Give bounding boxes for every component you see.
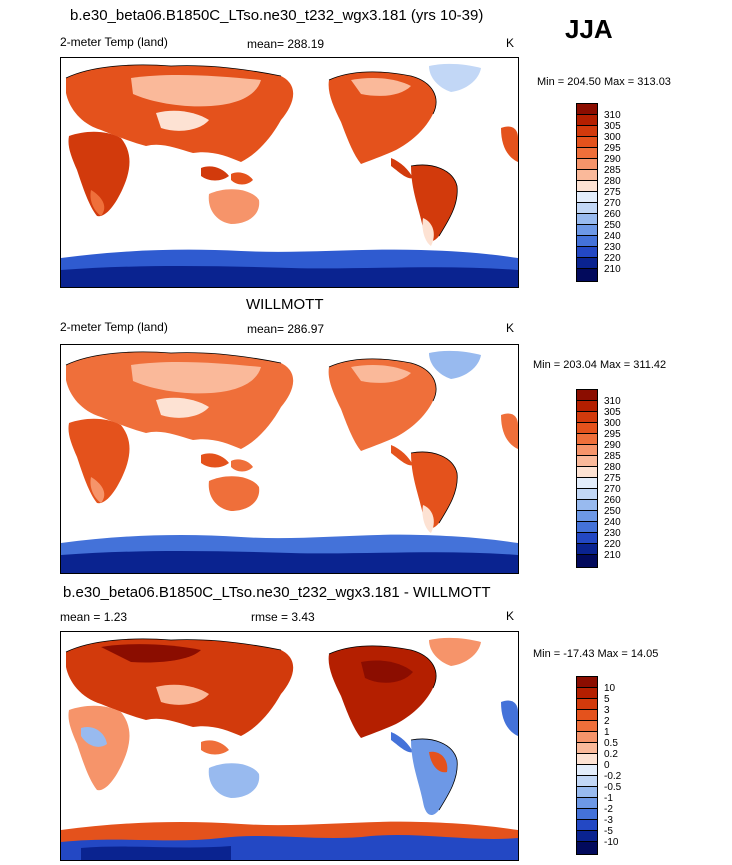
colorbar-3-tick: -5: [604, 826, 613, 837]
colorbar-1-tick: 305: [604, 121, 621, 132]
colorbar-3-tick: 0.5: [604, 738, 618, 749]
panel-3-colorbar: 10 5 3 2 1 0.5 0.2 0 -0.2 -0.5 -1 -2 -3 …: [576, 676, 621, 855]
colorbar-3-tick: 5: [604, 694, 610, 705]
panel-1-unit-label: K: [506, 36, 515, 50]
panel-2-unit-label: K: [506, 321, 515, 335]
colorbar-2-tick: 310: [604, 396, 621, 407]
colorbar-3-tick: -3: [604, 815, 613, 826]
colorbar-2-tick: 305: [604, 407, 621, 418]
colorbar-1-tick: 300: [604, 132, 621, 143]
colorbar-3-tick: 10: [604, 683, 616, 694]
colorbar-2-tick: 300: [604, 418, 621, 429]
panel-2-minmax-label: Min = 203.04 Max = 311.42: [533, 359, 667, 371]
colorbar-1-tick: 275: [604, 187, 621, 198]
panel-3-title: b.e30_beta06.B1850C_LTso.ne30_t232_wgx3.…: [63, 584, 491, 601]
colorbar-1-tick: 240: [604, 231, 621, 242]
colorbar-2-tick: 250: [604, 506, 621, 517]
colorbar-2-tick: 240: [604, 517, 621, 528]
panel-3-mean-label: mean = 1.23: [60, 610, 128, 624]
colorbar-3-tick: 0: [604, 760, 610, 771]
panel-2-title: WILLMOTT: [246, 296, 324, 313]
colorbar-2-tick: 220: [604, 539, 621, 550]
colorbar-3-tick: 2: [604, 716, 610, 727]
colorbar-1-tick: 220: [604, 253, 621, 264]
colorbar-1-tick: 280: [604, 176, 621, 187]
colorbar-1-tick: 230: [604, 242, 621, 253]
colorbar-3-tick: -1: [604, 793, 613, 804]
colorbar-2-tick: 280: [604, 462, 621, 473]
colorbar-1-tick: 210: [604, 264, 621, 275]
colorbar-2-tick: 290: [604, 440, 621, 451]
colorbar-3-tick: -0.5: [604, 782, 622, 793]
colorbar-1-tick: 285: [604, 165, 621, 176]
colorbar-2-tick: 270: [604, 484, 621, 495]
colorbar-2-tick: 275: [604, 473, 621, 484]
colorbar-1-tick: 290: [604, 154, 621, 165]
panel-3-unit-label: K: [506, 609, 515, 623]
colorbar-2-tick: 260: [604, 495, 621, 506]
colorbar-3-tick: 3: [604, 705, 610, 716]
colorbar-2-tick: 210: [604, 550, 621, 561]
colorbar-2-tick: 230: [604, 528, 621, 539]
panel-3-minmax-label: Min = -17.43 Max = 14.05: [533, 648, 659, 660]
panel-3-rmse-label: rmse = 3.43: [251, 610, 315, 624]
panel-1-minmax-label: Min = 204.50 Max = 313.03: [537, 76, 671, 88]
colorbar-3-tick: -0.2: [604, 771, 622, 782]
colorbar-3-tick: 1: [604, 727, 610, 738]
colorbar-1-tick: 310: [604, 110, 621, 121]
colorbar-3-tick: 0.2: [604, 749, 618, 760]
panel-3-map: [60, 631, 519, 861]
colorbar-1-tick: 260: [604, 209, 621, 220]
season-label: JJA: [565, 14, 613, 44]
panel-1-map: [60, 57, 519, 288]
panel-1-mean-label: mean= 288.19: [247, 37, 325, 51]
panel-2-map: [60, 344, 519, 574]
panel-1-title: b.e30_beta06.B1850C_LTso.ne30_t232_wgx3.…: [70, 7, 484, 24]
colorbar-3-tick: -10: [604, 837, 619, 848]
panel-1-colorbar: 310 305 300 295 290 285 280 275 270 260 …: [576, 103, 621, 282]
colorbar-2-tick: 295: [604, 429, 621, 440]
panel-2-colorbar: 310 305 300 295 290 285 280 275 270 260 …: [576, 389, 621, 568]
colorbar-3-tick: -2: [604, 804, 613, 815]
panel-2-variable-label: 2-meter Temp (land): [60, 320, 168, 334]
colorbar-1-tick: 270: [604, 198, 621, 209]
colorbar-1-tick: 295: [604, 143, 621, 154]
panel-1-variable-label: 2-meter Temp (land): [60, 35, 168, 49]
colorbar-2-tick: 285: [604, 451, 621, 462]
panel-2-mean-label: mean= 286.97: [247, 322, 325, 336]
colorbar-1-tick: 250: [604, 220, 621, 231]
